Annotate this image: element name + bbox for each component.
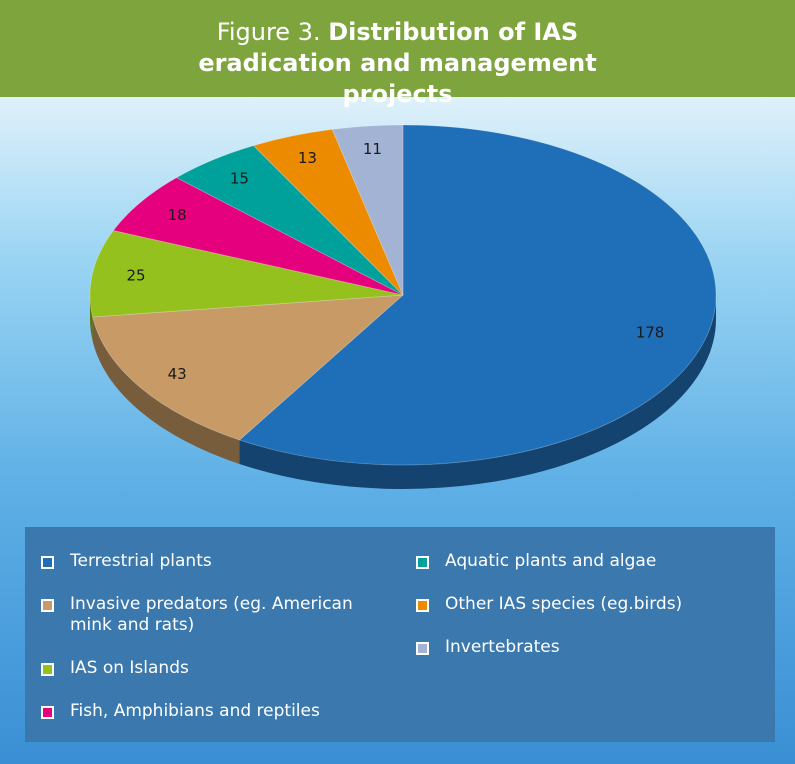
slice-side <box>239 295 716 489</box>
data-label: 43 <box>168 365 187 383</box>
slice <box>252 128 404 296</box>
slice-side <box>92 316 240 464</box>
legend-label: IAS on Islands <box>70 658 189 678</box>
data-label: 178 <box>636 323 665 341</box>
slice <box>331 124 404 296</box>
legend-swatch <box>416 599 429 612</box>
data-label: 13 <box>298 149 317 167</box>
slice-side <box>90 295 93 341</box>
legend-label: Invasive predators (eg. American mink an… <box>70 594 353 635</box>
legend-swatch <box>41 663 54 676</box>
legend-swatch <box>41 556 54 569</box>
legend-item: Invasive predators (eg. American mink an… <box>41 594 416 636</box>
legend-swatch <box>41 706 54 719</box>
legend-label: Other IAS species (eg.birds) <box>445 594 683 614</box>
data-label: 15 <box>230 169 249 187</box>
legend-swatch <box>416 556 429 569</box>
legend-swatch <box>416 642 429 655</box>
data-label: 25 <box>127 267 146 285</box>
slice <box>92 294 405 441</box>
legend-label: Aquatic plants and algae <box>445 551 657 571</box>
legend-item: Other IAS species (eg.birds) <box>416 594 775 615</box>
legend-item: Invertebrates <box>416 637 775 658</box>
title-prefix: Figure 3. <box>216 18 321 46</box>
slice <box>89 230 404 318</box>
data-label: 11 <box>363 140 382 158</box>
legend: Terrestrial plants Invasive predators (eg… <box>25 527 775 742</box>
legend-label: Invertebrates <box>445 637 560 657</box>
legend-label: Terrestrial plants <box>70 551 212 571</box>
legend-item: Aquatic plants and algae <box>416 551 775 572</box>
slice <box>238 124 717 466</box>
header: Figure 3. Distribution of IAS eradicatio… <box>0 0 795 108</box>
legend-item: Fish, Amphibians and reptiles <box>41 701 416 722</box>
legend-column: Aquatic plants and algae Other IAS specie… <box>416 551 775 742</box>
legend-item: IAS on Islands <box>41 658 416 679</box>
legend-column: Terrestrial plants Invasive predators (eg… <box>41 551 416 742</box>
chart: 178 43 25 18 15 13 11 <box>89 124 717 489</box>
chart-title: Distribution of IAS eradication and mana… <box>198 18 597 108</box>
legend-item: Terrestrial plants <box>41 551 416 572</box>
legend-label: Fish, Amphibians and reptiles <box>70 701 320 721</box>
slice <box>175 145 404 296</box>
legend-swatch <box>41 599 54 612</box>
data-label: 18 <box>168 206 187 224</box>
slice <box>112 177 404 296</box>
